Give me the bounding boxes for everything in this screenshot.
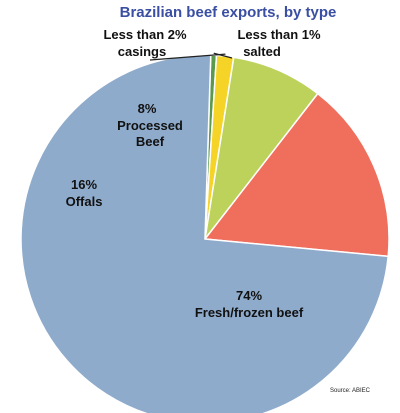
label-offals-name: Offals bbox=[66, 194, 103, 209]
label-salted-name: salted bbox=[243, 44, 281, 59]
label-processed-name-line2: Beef bbox=[136, 134, 165, 149]
label-fresh-frozen-name: Fresh/frozen beef bbox=[195, 305, 304, 320]
label-fresh-frozen-pct: 74% bbox=[236, 288, 262, 303]
source-note: Source: ABIEC bbox=[330, 388, 371, 394]
pie-slice-processed-beef bbox=[204, 56, 319, 240]
label-processed-name-line1: Processed bbox=[117, 118, 183, 133]
pie-slices bbox=[20, 54, 390, 413]
label-offals-pct: 16% bbox=[71, 177, 97, 192]
chart-title: Brazilian beef exports, by type bbox=[120, 4, 337, 21]
pie-slice-offals bbox=[203, 92, 390, 258]
label-processed-pct: 8% bbox=[138, 101, 157, 116]
label-casings-name: casings bbox=[118, 44, 166, 59]
label-salted-pct: Less than 1% bbox=[237, 27, 321, 42]
label-processed-word-1: Processed bbox=[117, 118, 183, 133]
leader-line-salted bbox=[213, 52, 233, 59]
pie-slice-fresh-frozen-beef bbox=[20, 54, 389, 413]
leader-line-casings bbox=[149, 53, 226, 61]
label-processed-word-2: Beef bbox=[136, 134, 165, 149]
label-casings-pct: Less than 2% bbox=[103, 27, 187, 42]
leader-lines bbox=[149, 52, 233, 61]
